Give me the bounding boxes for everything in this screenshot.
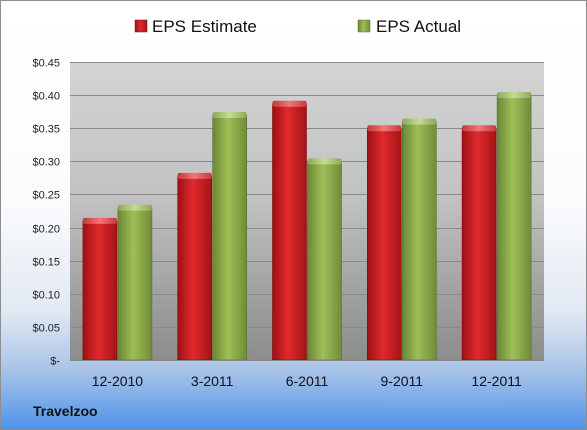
bar-estimate: [82, 220, 118, 361]
company-name: Travelzoo: [33, 403, 98, 419]
x-tick-label: 12-2011: [471, 373, 522, 389]
bar-actual: [212, 114, 247, 361]
bar-actual: [117, 207, 153, 361]
bar-estimate: [366, 127, 402, 361]
bar-top-cap-actual: [117, 204, 152, 211]
bar-top-cap-actual: [212, 111, 247, 118]
legend-label-estimate: EPS Estimate: [152, 17, 257, 36]
bar-top-cap-actual: [497, 92, 532, 99]
legend-item-estimate: EPS Estimate: [134, 17, 257, 36]
legend-swatch-estimate: [134, 19, 148, 33]
bar-estimate: [272, 103, 307, 361]
y-tick-label: $0.40: [32, 91, 60, 103]
y-tick-label: $0.10: [32, 290, 60, 302]
bar-actual: [307, 161, 342, 361]
x-tick-label: 3-2011: [191, 373, 234, 389]
bar-actual: [401, 121, 437, 361]
legend-item-actual: EPS Actual: [357, 17, 461, 36]
legend-swatch-actual: [357, 19, 371, 33]
bar-actual: [496, 94, 532, 361]
legend: EPS Estimate EPS Actual: [134, 17, 461, 36]
bar-top-cap-estimate: [272, 100, 307, 107]
bar-top-cap-estimate: [82, 217, 117, 224]
y-tick-label: $-: [50, 356, 60, 368]
bar-group: [82, 92, 532, 361]
bar-top-cap-estimate: [367, 125, 402, 132]
y-tick-label: $0.35: [32, 124, 60, 136]
y-tick-label: $0.45: [32, 58, 60, 70]
bar-estimate: [461, 127, 497, 361]
bar-top-cap-estimate: [462, 125, 497, 132]
y-tick-label: $0.05: [32, 323, 60, 335]
x-axis-tick-labels: 12-2010 3-2011 6-2011 9-2011 12-2011: [92, 373, 522, 389]
x-tick-label: 9-2011: [381, 373, 424, 389]
y-axis-tick-labels: $- $0.05 $0.10 $0.15 $0.20 $0.25 $0.30 $0.35 $0.…: [32, 58, 60, 368]
y-tick-label: $0.15: [32, 257, 60, 269]
bar-top-cap-actual: [307, 158, 342, 165]
y-tick-label: $0.30: [32, 157, 60, 169]
x-tick-label: 12-2010: [92, 373, 144, 389]
x-tick-label: 6-2011: [286, 373, 329, 389]
y-tick-label: $0.20: [32, 224, 60, 236]
bar-estimate: [177, 175, 212, 361]
bar-top-cap-estimate: [177, 172, 212, 179]
bar-top-cap-actual: [402, 118, 437, 125]
legend-label-actual: EPS Actual: [376, 17, 461, 36]
y-tick-label: $0.25: [32, 190, 60, 202]
